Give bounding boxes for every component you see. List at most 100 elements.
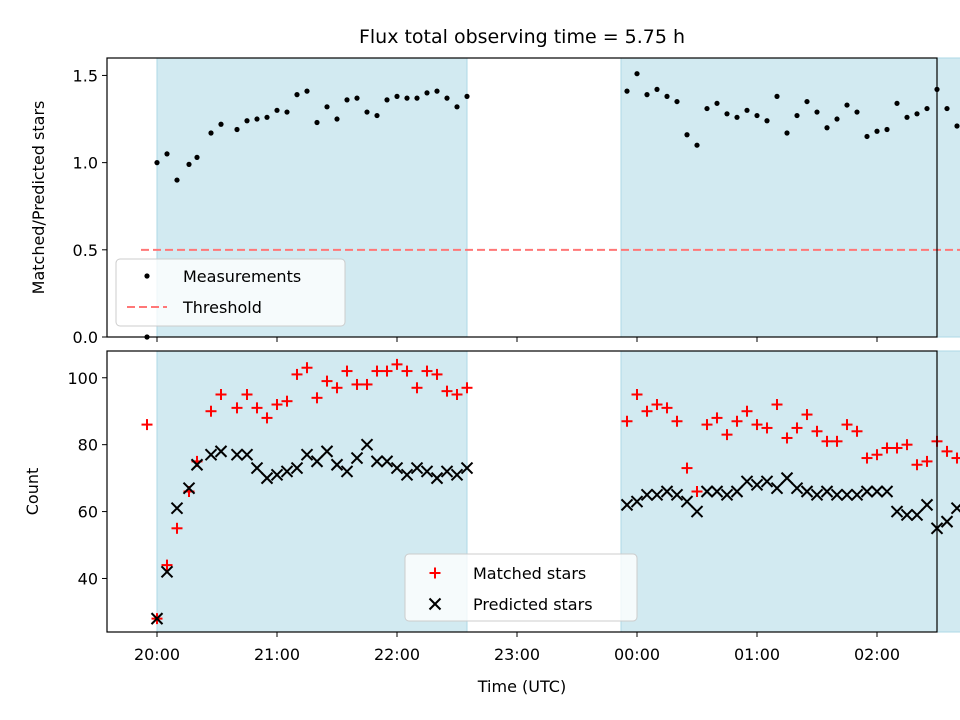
- matched-star-point: [421, 365, 433, 377]
- matched-star-point: [205, 405, 217, 417]
- observing-window-shade: [620, 350, 960, 633]
- measurement-point: [664, 93, 670, 99]
- predicted-star-point: [840, 488, 854, 502]
- predicted-star-point: [440, 465, 454, 478]
- predicted-star-point: [310, 455, 324, 468]
- bottom-legend: Matched stars Predicted stars: [404, 553, 638, 622]
- matched-star-point: [381, 365, 393, 377]
- y-tick-label: 1.0: [73, 154, 98, 173]
- x-tick-label: 20:00: [134, 645, 180, 664]
- measurement-point: [324, 104, 330, 110]
- predicted-star-point: [460, 461, 474, 475]
- legend-measurements-marker: [144, 273, 150, 279]
- predicted-star-point: [170, 502, 184, 515]
- bottom-panel: 20:0021:0022:0023:0000:0001:0002:0003:00…: [23, 350, 960, 696]
- predicted-star-point: [630, 495, 644, 508]
- predicted-star-point: [730, 485, 744, 498]
- matched-star-point: [671, 415, 683, 427]
- predicted-star-point: [160, 565, 174, 578]
- measurement-point: [734, 114, 740, 120]
- measurement-point: [208, 130, 214, 136]
- matched-star-point: [341, 365, 353, 377]
- predicted-star-point: [910, 508, 924, 522]
- measurement-point: [464, 93, 470, 99]
- matched-star-point: [791, 422, 803, 434]
- matched-star-point: [801, 409, 813, 421]
- matched-star-point: [371, 365, 383, 377]
- measurement-point: [924, 105, 930, 112]
- measurement-point: [274, 107, 280, 113]
- predicted-star-point: [780, 471, 794, 485]
- matched-star-point: [441, 385, 453, 397]
- predicted-star-point: [620, 498, 634, 512]
- predicted-star-point: [150, 612, 164, 625]
- predicted-star-point: [770, 481, 784, 495]
- measurement-point: [424, 90, 430, 96]
- matched-star-point: [621, 415, 633, 427]
- measurement-point: [364, 109, 370, 115]
- measurement-point: [264, 114, 270, 120]
- matched-star-point: [731, 415, 743, 427]
- observing-window-shade: [620, 57, 960, 338]
- top-legend: Measurements Threshold: [115, 258, 346, 327]
- measurement-point: [374, 112, 380, 119]
- predicted-star-point: [270, 468, 284, 481]
- measurement-point: [234, 126, 240, 133]
- measurement-point: [844, 102, 850, 108]
- predicted-star-point: [800, 485, 814, 498]
- measurement-point: [884, 126, 890, 133]
- x-tick-label: 02:00: [854, 645, 900, 664]
- matched-star-point: [271, 399, 283, 411]
- measurement-point: [874, 128, 880, 134]
- matched-star-point: [141, 419, 153, 431]
- matched-star-point: [871, 449, 883, 461]
- top-y-axis-label: Matched/Predicted stars: [29, 101, 48, 295]
- matched-star-point: [761, 422, 773, 434]
- matched-star-point: [681, 462, 693, 474]
- measurement-point: [384, 97, 390, 103]
- measurement-point: [854, 109, 860, 115]
- measurement-point: [284, 109, 290, 115]
- predicted-star-point: [230, 448, 244, 461]
- measurement-point: [404, 95, 410, 101]
- x-tick-label: 21:00: [254, 645, 300, 664]
- predicted-star-point: [810, 488, 824, 502]
- predicted-star-point: [182, 481, 196, 495]
- matched-star-point: [851, 425, 863, 437]
- predicted-star-point: [950, 502, 960, 515]
- predicted-star-point: [410, 461, 424, 475]
- predicted-star-point: [680, 495, 694, 508]
- matched-star-point: [811, 425, 823, 437]
- predicted-star-point: [240, 448, 254, 461]
- y-tick-label: 60: [78, 503, 98, 522]
- predicted-star-point: [940, 515, 954, 528]
- predicted-star-point: [280, 465, 294, 478]
- matched-star-point: [891, 442, 903, 454]
- top-axes-frame: [106, 57, 938, 338]
- predicted-star-point: [640, 488, 654, 502]
- predicted-star-point: [860, 485, 874, 498]
- predicted-star-point: [850, 488, 864, 502]
- measurement-point: [394, 93, 400, 99]
- measurement-point: [294, 92, 300, 98]
- matched-star-point: [301, 362, 313, 374]
- measurement-point: [954, 123, 960, 129]
- predicted-star-point: [420, 465, 434, 478]
- measurement-point: [904, 114, 910, 120]
- bottom-axes-frame: [106, 350, 938, 633]
- measurement-point: [704, 105, 710, 112]
- matched-star-point: [641, 405, 653, 417]
- measurement-point: [434, 88, 440, 94]
- predicted-star-point: [370, 455, 384, 468]
- predicted-star-point: [190, 458, 204, 471]
- matched-star-point: [911, 459, 923, 471]
- legend-matched-marker: [429, 567, 441, 579]
- measurement-point: [344, 97, 350, 103]
- measurement-point: [644, 92, 650, 98]
- matched-star-point: [291, 368, 303, 380]
- matched-star-point: [331, 382, 343, 394]
- chart-title: Flux total observing time = 5.75 h: [359, 26, 685, 48]
- measurement-point: [654, 86, 660, 92]
- predicted-star-point: [670, 488, 684, 502]
- matched-star-point: [391, 358, 403, 370]
